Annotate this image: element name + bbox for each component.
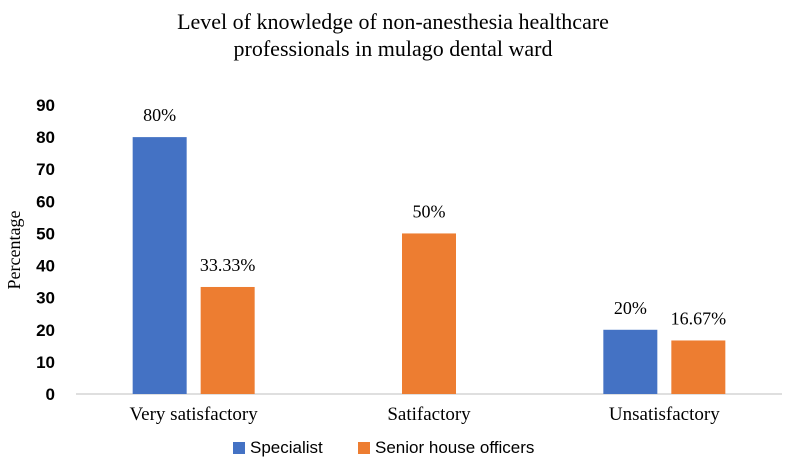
bar-specialist-0 [132, 137, 187, 394]
y-axis-ticks: 0 10 20 30 40 50 60 70 80 90 [36, 96, 55, 404]
x-tick-label: Unsatisfactory [609, 404, 720, 425]
data-label: 33.33% [200, 255, 256, 275]
bar-senior-house-officers-1 [402, 233, 456, 394]
y-tick-label: 50 [36, 224, 55, 243]
chart-title-line-1: Level of knowledge of non-anesthesia hea… [177, 9, 609, 34]
legend: Specialist Senior house officers [233, 438, 534, 457]
bar-senior-house-officers-2 [671, 340, 726, 394]
y-tick-label: 80 [36, 128, 55, 147]
data-labels: 80% 33.33% 50% 20% 16.67% [143, 105, 726, 328]
y-tick-label: 90 [36, 96, 55, 115]
chart-title: Level of knowledge of non-anesthesia hea… [177, 9, 609, 61]
bar-specialist-2 [603, 329, 658, 394]
y-tick-label: 40 [36, 257, 55, 276]
legend-label: Specialist [250, 438, 323, 457]
data-label: 50% [413, 201, 446, 221]
bar-series [132, 137, 726, 394]
x-tick-label: Very satisfactory [130, 404, 259, 425]
y-tick-label: 70 [36, 160, 55, 179]
y-tick-label: 0 [46, 385, 55, 404]
chart-title-line-2: professionals in mulago dental ward [234, 36, 553, 61]
x-axis-ticks: Very satisfactory Satifactory Unsatisfacto… [130, 404, 721, 425]
y-axis-label: Percentage [4, 211, 24, 290]
y-tick-label: 60 [36, 192, 55, 211]
data-label: 80% [143, 105, 176, 125]
y-tick-label: 20 [36, 321, 55, 340]
data-label: 16.67% [671, 308, 727, 328]
data-label: 20% [614, 298, 647, 318]
legend-swatch [233, 442, 245, 454]
legend-label: Senior house officers [375, 438, 534, 457]
y-tick-label: 10 [36, 353, 55, 372]
legend-swatch [358, 442, 370, 454]
bar-senior-house-officers-0 [200, 286, 255, 394]
x-tick-label: Satifactory [387, 404, 471, 425]
y-tick-label: 30 [36, 289, 55, 308]
